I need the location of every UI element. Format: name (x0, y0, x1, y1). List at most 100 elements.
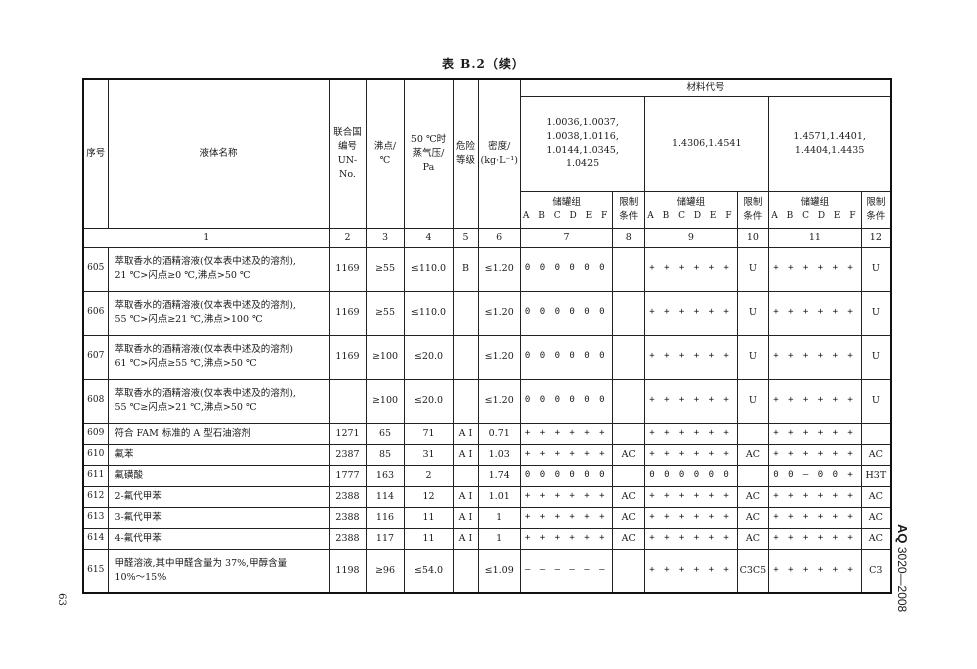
restriction-1 (612, 246, 646, 292)
header-un-number-line: 联合国 (333, 127, 362, 139)
liquid-name: 4-氟代甲苯 (107, 527, 330, 550)
vapor-pressure: 11 (403, 527, 454, 550)
vapor-pressure: ≤20.0 (403, 334, 454, 380)
restriction-1: AC (612, 527, 646, 550)
row-seq: 614 (82, 527, 109, 550)
density: ≤1.20 (477, 378, 521, 424)
column-number: 8 (612, 227, 646, 248)
un-number: 1777 (328, 464, 367, 487)
density: ≤1.09 (477, 548, 521, 594)
row-seq: 615 (82, 548, 109, 594)
header-liquid-name: 液体名称 (107, 78, 330, 229)
row-seq: 613 (82, 506, 109, 529)
restriction-2: U (736, 290, 770, 336)
restriction-3: U (860, 334, 892, 380)
header-restriction: 限制 条件 (736, 190, 770, 229)
hazard-class (452, 378, 479, 424)
liquid-name-line: 55 ℃≥闪点>21 ℃,沸点>50 ℃ (114, 402, 257, 413)
liquid-name-line: 氟磺酸 (114, 469, 144, 481)
tank-group-2: + + + + + + (644, 378, 738, 424)
tank-group-2: + + + + + + (644, 334, 738, 380)
restriction-3: U (860, 290, 892, 336)
tank-group-3: + + + + + + (768, 485, 862, 508)
liquid-name: 萃取香水的酒精溶液(仅本表中述及的溶剂), 21 ℃>闪点≥0 ℃,沸点>50 ℃ (107, 246, 330, 292)
restriction-2: AC (736, 443, 770, 466)
vapor-pressure: 71 (403, 422, 454, 445)
restriction-2: U (736, 334, 770, 380)
restriction-3: AC (860, 506, 892, 529)
column-number: 4 (403, 227, 454, 248)
liquid-name: 3-氟代甲苯 (107, 506, 330, 529)
restriction-1 (612, 422, 646, 445)
restriction-2 (736, 422, 770, 445)
hazard-class: A Ⅰ (452, 506, 479, 529)
un-number: 1271 (328, 422, 367, 445)
vapor-pressure: 11 (403, 506, 454, 529)
tank-group-2: + + + + + + (644, 506, 738, 529)
tank-group-1: 0 0 0 0 0 0 (519, 246, 614, 292)
density: 1.01 (477, 485, 521, 508)
density: ≤1.20 (477, 246, 521, 292)
un-number: 2388 (328, 485, 367, 508)
tank-letters: A B C D E F (522, 210, 611, 221)
material-group-1-line: 1.0144,1.0345, (546, 144, 619, 156)
liquid-name: 氟苯 (107, 443, 330, 466)
boiling-point: ≥100 (365, 334, 405, 380)
header-vapor-pressure: 50 ℃时 蒸气压/Pa (403, 78, 454, 229)
un-number: 2388 (328, 506, 367, 529)
liquid-name-line: 4-氟代甲苯 (114, 532, 162, 544)
restriction-2: AC (736, 506, 770, 529)
liquid-name-line: 3-氟代甲苯 (114, 511, 162, 523)
boiling-point: 163 (365, 464, 405, 487)
row-seq: 610 (82, 443, 109, 466)
liquid-name-line: 21 ℃>闪点≥0 ℃,沸点>50 ℃ (114, 270, 251, 281)
tank-group-2: + + + + + + (644, 527, 738, 550)
column-number: 12 (860, 227, 892, 248)
liquid-name-line: 氟苯 (114, 448, 134, 460)
tank-group-1: + + + + + + (519, 506, 614, 529)
header-density-line: (kg·L⁻¹) (480, 154, 518, 166)
row-seq: 607 (82, 334, 109, 380)
tank-group-2: + + + + + + (644, 290, 738, 336)
row-seq: 605 (82, 246, 109, 292)
boiling-point: 65 (365, 422, 405, 445)
table-row: 607 萃取香水的酒精溶液(仅本表中述及的溶剂) 61 ℃>闪点≥55 ℃,沸点>5… (82, 334, 892, 380)
tank-group-2: + + + + + + (644, 422, 738, 445)
boiling-point: 114 (365, 485, 405, 508)
material-group-1-line: 1.0036,1.0037, (546, 116, 619, 128)
density: 1.74 (477, 464, 521, 487)
restriction-3: AC (860, 485, 892, 508)
un-number: 2388 (328, 527, 367, 550)
header-tank-group: 储罐组 A B C D E F (519, 190, 614, 229)
header-restriction-line: 限制 (619, 196, 639, 208)
liquid-name-line: 55 ℃>闪点≥21 ℃,沸点>100 ℃ (114, 314, 263, 325)
header-restriction-line: 条件 (743, 210, 763, 222)
table-row: 612 2-氟代甲苯 2388 114 12 A Ⅰ 1.01 + + + + + + AC + … (82, 485, 892, 508)
liquid-name: 甲醛溶液,其中甲醛含量为 37%,甲醇含量 10%～15% (107, 548, 330, 594)
density: 0.71 (477, 422, 521, 445)
restriction-2: U (736, 246, 770, 292)
tank-group-label: 储罐组 (800, 197, 830, 209)
tank-group-2: 0 0 0 0 0 0 (644, 464, 738, 487)
boiling-point: ≥55 (365, 290, 405, 336)
column-number: 11 (768, 227, 862, 248)
header-restriction-line: 条件 (619, 210, 639, 222)
restriction-2: C3C5 (736, 548, 770, 594)
vapor-pressure: 2 (403, 464, 454, 487)
liquid-name-line: 2-氟代甲苯 (114, 490, 162, 502)
vapor-pressure: ≤110.0 (403, 246, 454, 292)
row-seq: 612 (82, 485, 109, 508)
column-number: 1 (82, 227, 330, 248)
tank-group-label: 储罐组 (552, 197, 581, 209)
hazard-class: A Ⅰ (452, 527, 479, 550)
tank-group-3: + + + + + + (768, 290, 862, 336)
tank-group-1: 0 0 0 0 0 0 (519, 378, 614, 424)
restriction-1 (612, 378, 646, 424)
row-seq: 608 (82, 378, 109, 424)
restriction-1 (612, 290, 646, 336)
un-number: 1198 (328, 548, 367, 594)
material-group-1-line: 1.0425 (565, 158, 600, 170)
standard-prefix: AQ (895, 524, 910, 544)
header-hazard-class-line: 危险 (455, 140, 475, 152)
tank-group-label: 储罐组 (676, 197, 706, 209)
